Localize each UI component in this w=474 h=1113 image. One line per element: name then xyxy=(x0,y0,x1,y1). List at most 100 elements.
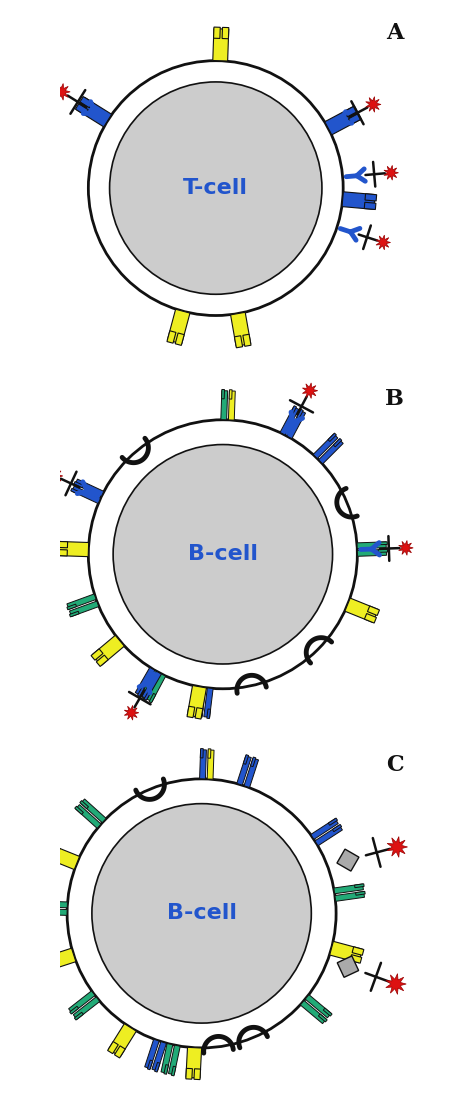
Polygon shape xyxy=(384,166,399,180)
Ellipse shape xyxy=(88,61,343,315)
Bar xyxy=(142,690,149,699)
Bar xyxy=(297,410,303,418)
Bar xyxy=(108,1042,118,1054)
Bar xyxy=(280,406,299,435)
Bar xyxy=(168,1045,180,1075)
Bar xyxy=(355,884,364,888)
Bar xyxy=(38,900,67,908)
Bar xyxy=(186,1047,201,1078)
Bar xyxy=(72,486,100,503)
Text: B-cell: B-cell xyxy=(188,544,258,564)
Bar xyxy=(186,1068,192,1080)
Bar xyxy=(378,550,388,552)
Bar xyxy=(175,333,184,345)
Bar xyxy=(345,598,378,622)
Bar xyxy=(337,849,359,871)
Bar xyxy=(199,708,203,718)
Polygon shape xyxy=(365,97,381,112)
Bar xyxy=(75,805,101,828)
Bar xyxy=(81,799,106,823)
Bar xyxy=(207,750,214,779)
Bar xyxy=(145,1040,159,1068)
Ellipse shape xyxy=(67,779,336,1047)
Polygon shape xyxy=(54,83,70,100)
Bar xyxy=(214,27,220,39)
Bar xyxy=(67,604,76,610)
Bar xyxy=(333,439,342,447)
Polygon shape xyxy=(302,383,318,398)
Bar xyxy=(74,482,83,487)
Bar xyxy=(301,1001,326,1024)
Bar xyxy=(195,708,203,719)
Bar xyxy=(213,29,229,61)
Bar xyxy=(334,884,364,894)
Bar xyxy=(342,191,375,209)
Bar xyxy=(167,331,176,343)
Bar xyxy=(305,995,331,1017)
Bar xyxy=(41,955,54,964)
Bar xyxy=(70,1006,79,1014)
Bar xyxy=(204,688,213,718)
Bar xyxy=(357,550,386,556)
Bar xyxy=(144,691,151,700)
Polygon shape xyxy=(376,235,391,249)
Bar xyxy=(221,390,225,398)
Bar xyxy=(75,806,83,815)
Bar xyxy=(208,749,211,758)
Ellipse shape xyxy=(113,444,333,664)
Bar xyxy=(74,1012,83,1020)
Ellipse shape xyxy=(92,804,311,1023)
Bar xyxy=(187,707,195,718)
Bar xyxy=(365,613,376,623)
Text: B: B xyxy=(384,388,403,410)
Bar xyxy=(45,853,57,861)
Bar xyxy=(200,750,207,779)
Bar xyxy=(73,997,100,1020)
Bar xyxy=(80,800,89,809)
Bar xyxy=(161,1044,173,1073)
Bar xyxy=(243,334,251,346)
Bar xyxy=(135,668,155,696)
Bar xyxy=(155,1063,160,1072)
Bar xyxy=(44,963,56,972)
Text: A: A xyxy=(386,22,403,43)
Bar xyxy=(319,440,343,464)
Bar xyxy=(328,433,337,442)
Polygon shape xyxy=(399,541,413,555)
Bar xyxy=(244,758,258,788)
Bar xyxy=(70,611,79,617)
Ellipse shape xyxy=(88,420,357,689)
Bar xyxy=(207,709,210,719)
Bar xyxy=(142,671,162,699)
Bar xyxy=(46,845,80,869)
Bar xyxy=(228,391,235,420)
Bar xyxy=(222,28,229,39)
Text: T-cell: T-cell xyxy=(183,178,248,198)
Bar xyxy=(348,114,361,125)
Bar xyxy=(75,104,88,115)
Bar xyxy=(77,98,112,127)
Bar xyxy=(80,97,93,108)
Bar xyxy=(335,892,365,902)
Bar xyxy=(172,1066,176,1076)
Bar xyxy=(149,693,156,702)
Bar xyxy=(58,541,89,556)
Bar xyxy=(137,687,145,697)
Bar xyxy=(152,1042,166,1071)
Bar xyxy=(365,194,377,201)
Bar xyxy=(250,757,256,767)
Bar xyxy=(140,670,159,698)
Bar xyxy=(345,106,357,117)
Bar xyxy=(37,912,46,915)
Bar xyxy=(38,908,67,915)
Bar xyxy=(43,948,76,971)
Bar xyxy=(230,313,251,346)
Bar xyxy=(330,942,363,963)
Bar xyxy=(221,391,228,420)
Bar xyxy=(229,390,232,400)
Bar xyxy=(367,605,380,615)
Bar xyxy=(323,1008,332,1016)
Bar xyxy=(290,406,297,415)
Bar xyxy=(96,656,108,667)
Bar xyxy=(311,819,338,839)
